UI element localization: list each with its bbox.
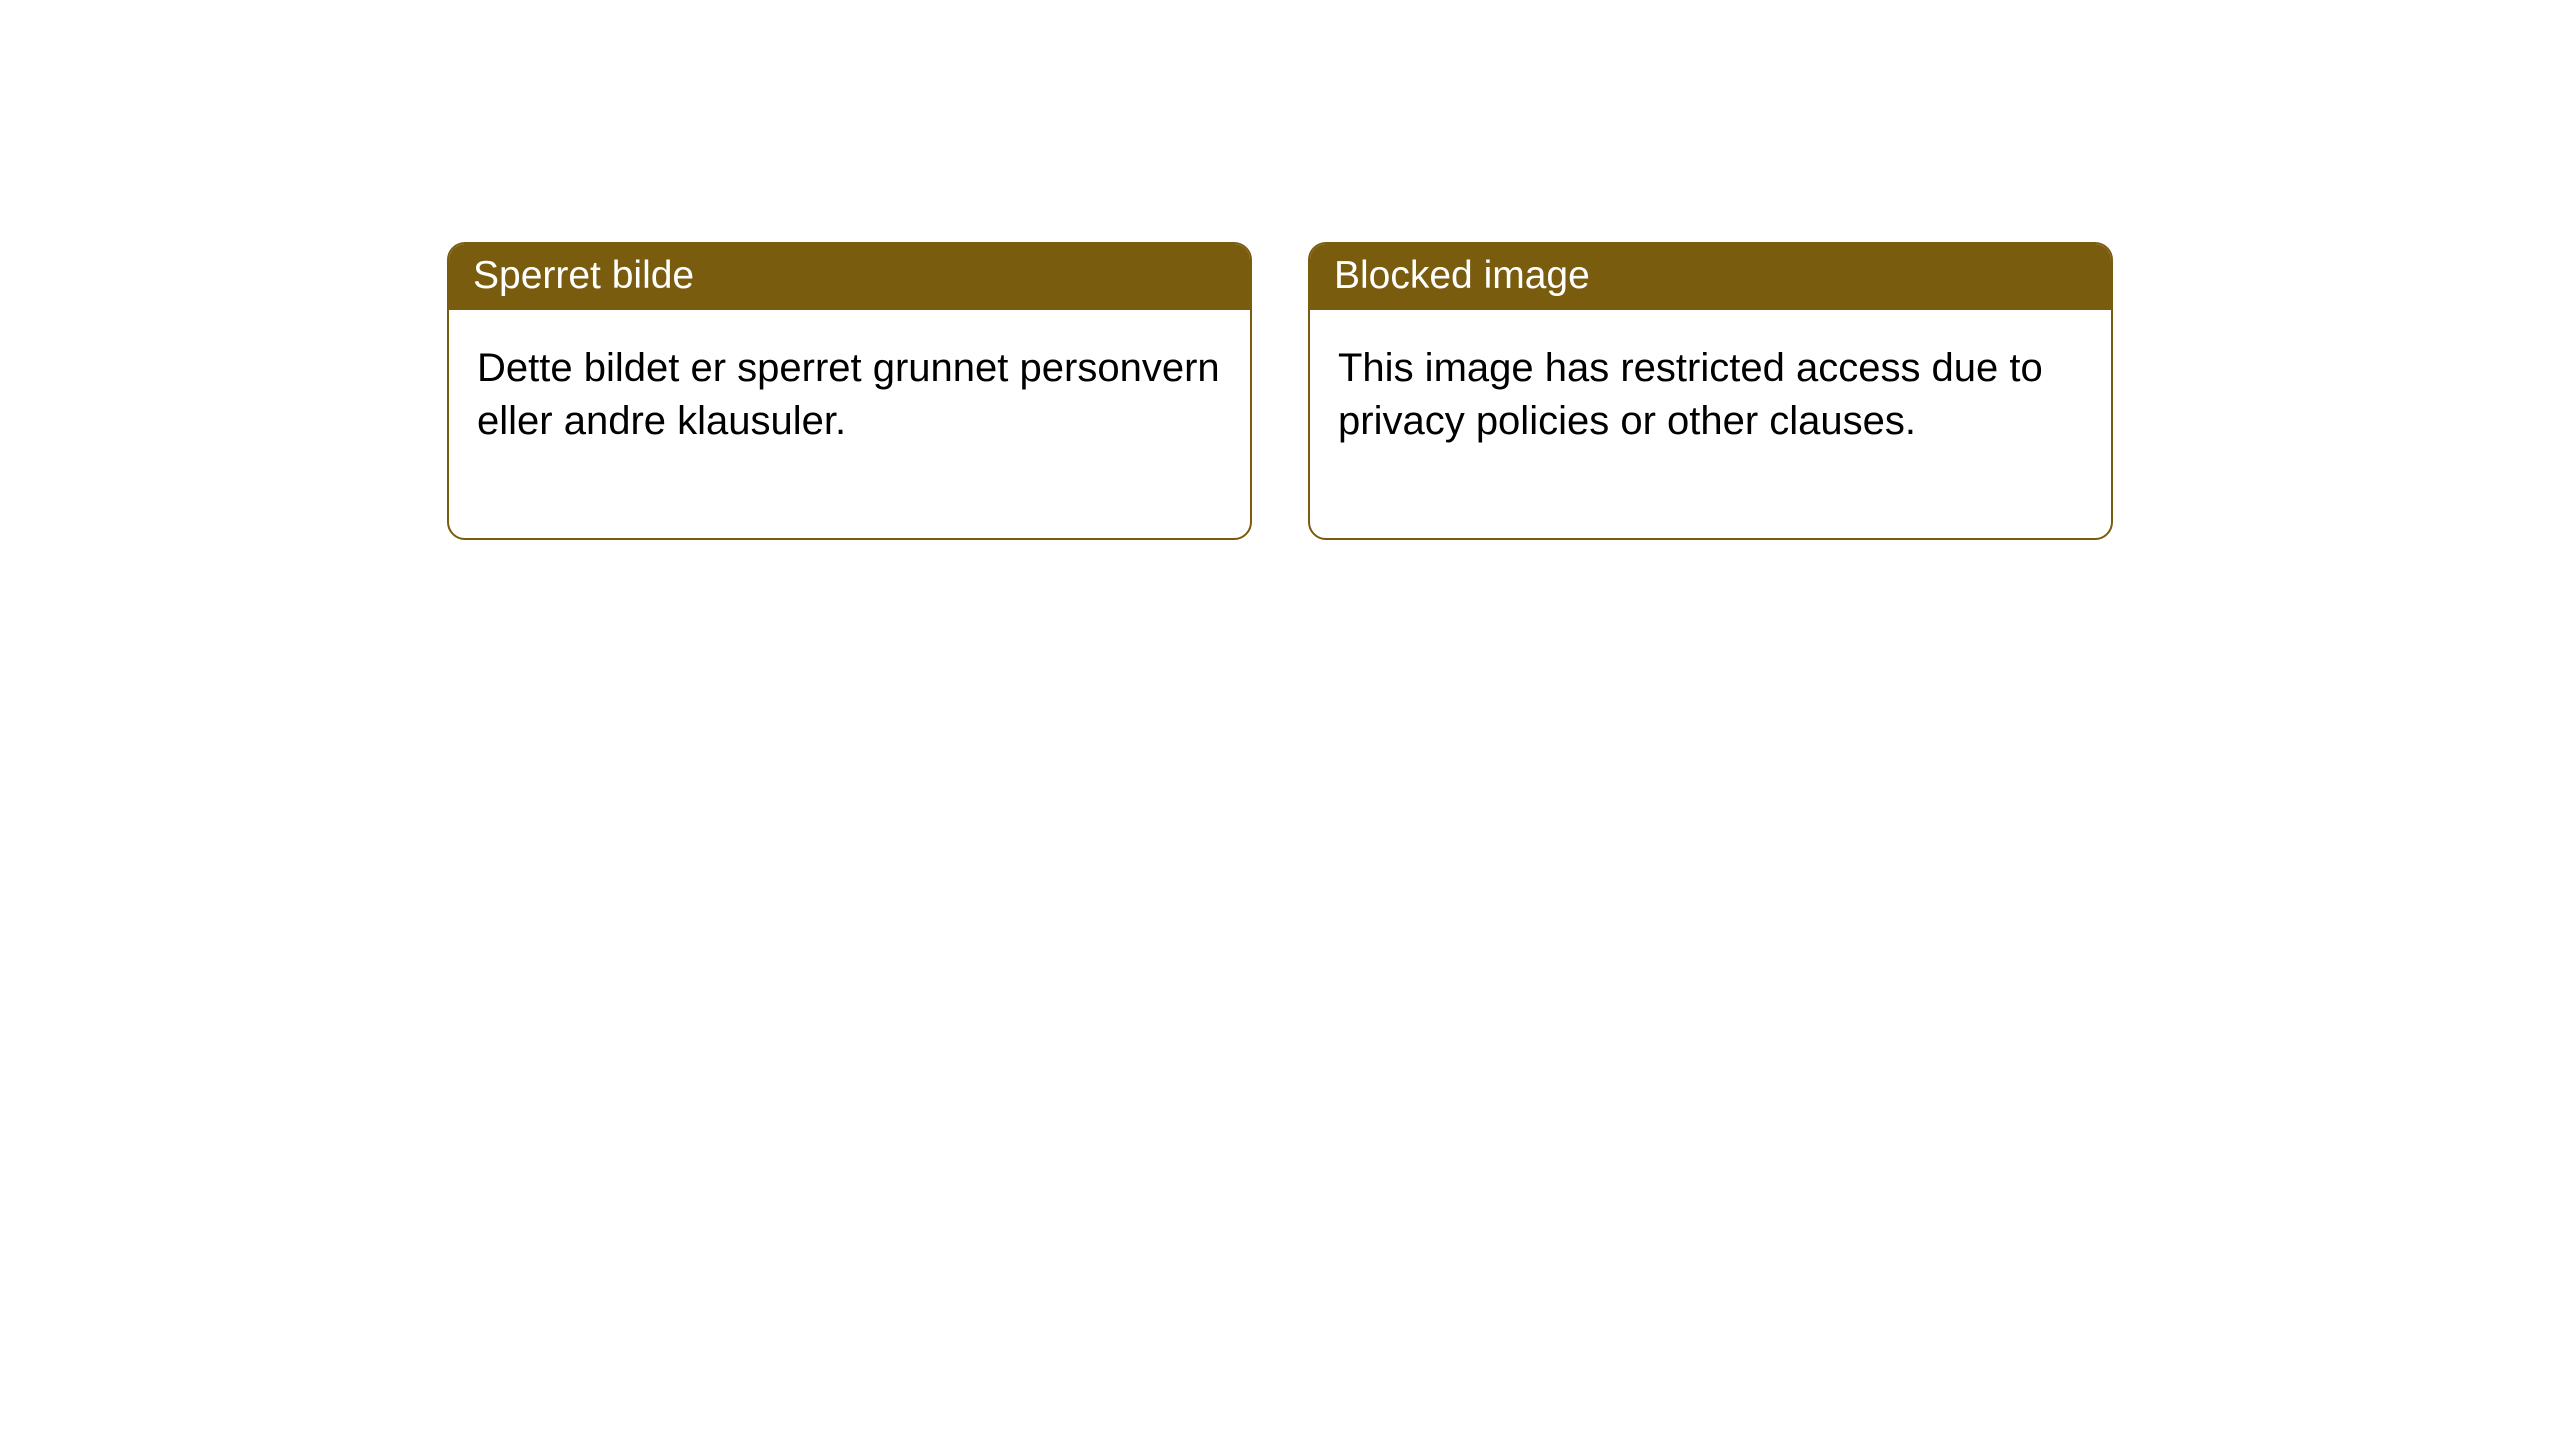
notice-body-norwegian: Dette bildet er sperret grunnet personve… bbox=[449, 310, 1250, 538]
notice-header-english: Blocked image bbox=[1310, 244, 2111, 310]
notice-body-english: This image has restricted access due to … bbox=[1310, 310, 2111, 538]
notice-container: Sperret bilde Dette bildet er sperret gr… bbox=[0, 0, 2560, 540]
notice-card-english: Blocked image This image has restricted … bbox=[1308, 242, 2113, 540]
notice-header-norwegian: Sperret bilde bbox=[449, 244, 1250, 310]
notice-card-norwegian: Sperret bilde Dette bildet er sperret gr… bbox=[447, 242, 1252, 540]
